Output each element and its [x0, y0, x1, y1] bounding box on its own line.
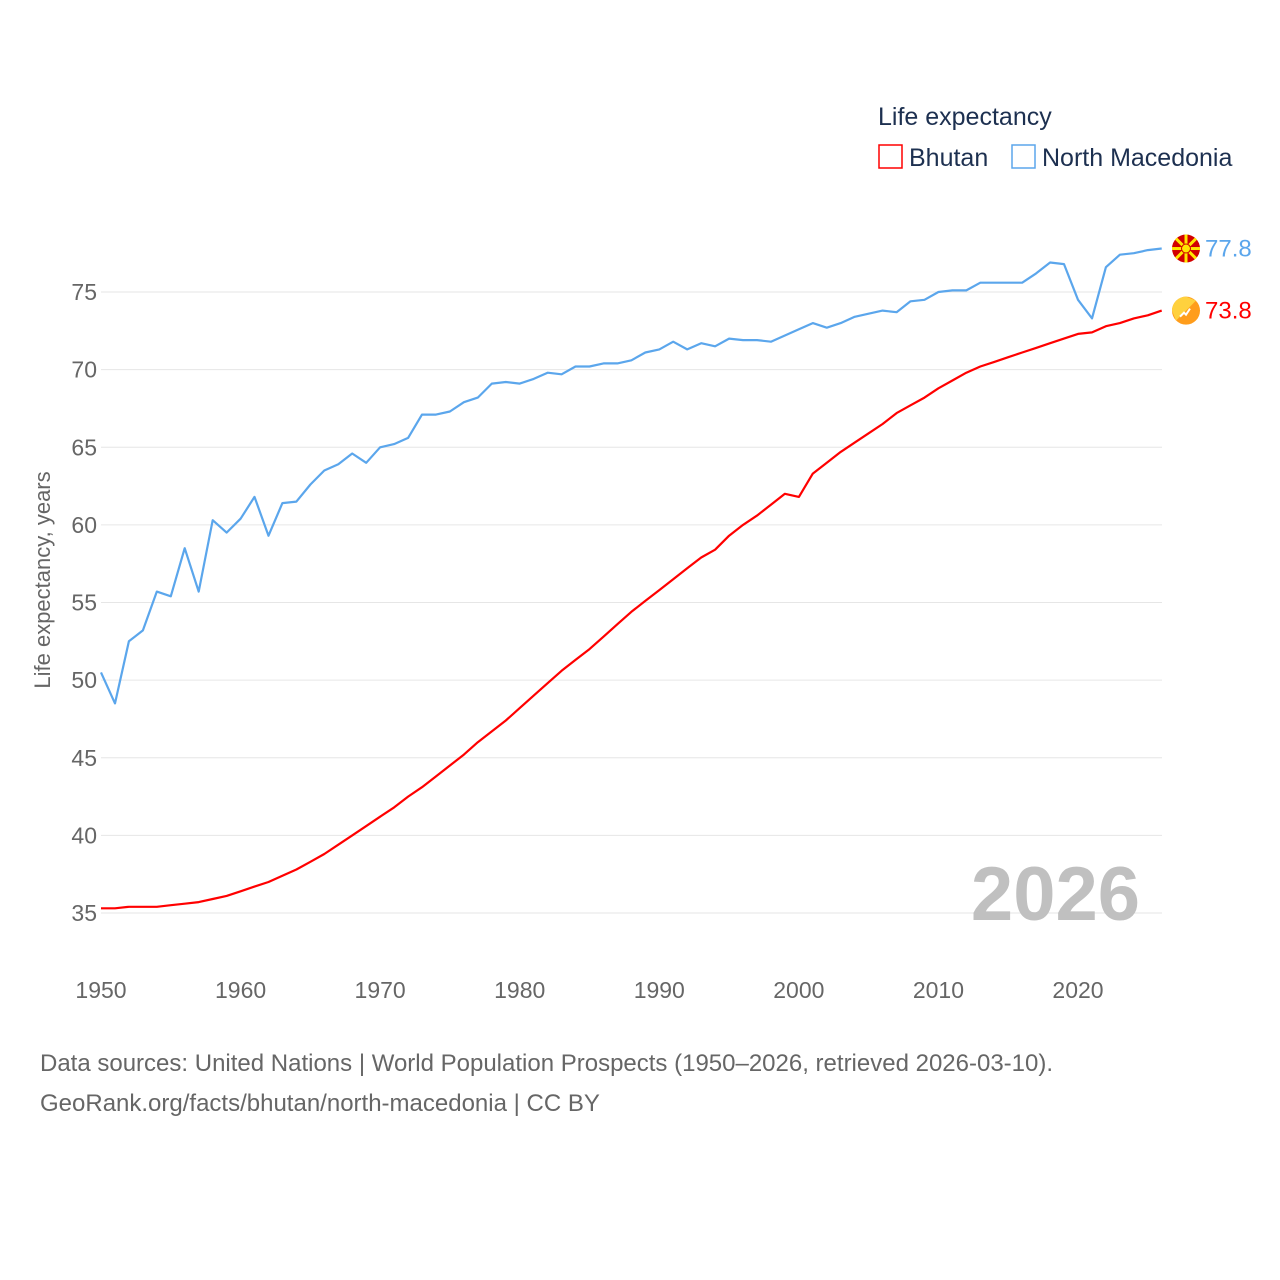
source-note: Data sources: United Nations | World Pop…: [40, 1044, 1053, 1124]
end-value-label: 77.8: [1205, 236, 1252, 263]
y-tick-label: 65: [71, 434, 97, 460]
x-tick-label: 2020: [1052, 977, 1103, 1003]
x-tick-label: 2010: [913, 977, 964, 1003]
x-tick-label: 1970: [355, 977, 406, 1003]
legend-label: Bhutan: [909, 144, 988, 172]
y-tick-label: 45: [71, 745, 97, 771]
legend-item-north-macedonia[interactable]: North Macedonia: [1011, 144, 1232, 172]
x-tick-label: 1950: [75, 977, 126, 1003]
legend-swatch: [1011, 144, 1036, 169]
legend-item-bhutan[interactable]: Bhutan: [878, 144, 988, 172]
bhutan-flag-icon: [1172, 296, 1200, 325]
y-tick-label: 60: [71, 512, 97, 538]
legend-title: Life expectancy: [878, 103, 1052, 131]
series-line-bhutan: [101, 309, 1163, 910]
y-tick-label: 70: [71, 357, 97, 383]
source-line-1: Data sources: United Nations | World Pop…: [40, 1050, 1054, 1077]
series-line-north-macedonia: [99, 247, 1162, 705]
y-tick-label: 35: [71, 900, 97, 926]
y-axis-label: Life expectancy, years: [30, 471, 55, 688]
year-watermark: 2026: [971, 852, 1140, 937]
y-tick-label: 50: [71, 667, 97, 693]
y-tick-label: 75: [71, 279, 97, 305]
x-tick-label: 1990: [634, 977, 685, 1003]
y-tick-label: 40: [71, 822, 97, 848]
north-macedonia-flag-icon: [1172, 234, 1200, 263]
x-tick-label: 2000: [773, 977, 824, 1003]
source-line-2[interactable]: GeoRank.org/facts/bhutan/north-macedonia…: [40, 1090, 600, 1117]
legend-swatch: [878, 144, 903, 169]
legend-label: North Macedonia: [1042, 144, 1232, 172]
x-tick-label: 1960: [215, 977, 266, 1003]
y-tick-label: 55: [71, 590, 97, 616]
x-tick-label: 1980: [494, 977, 545, 1003]
end-value-label: 73.8: [1205, 298, 1252, 325]
